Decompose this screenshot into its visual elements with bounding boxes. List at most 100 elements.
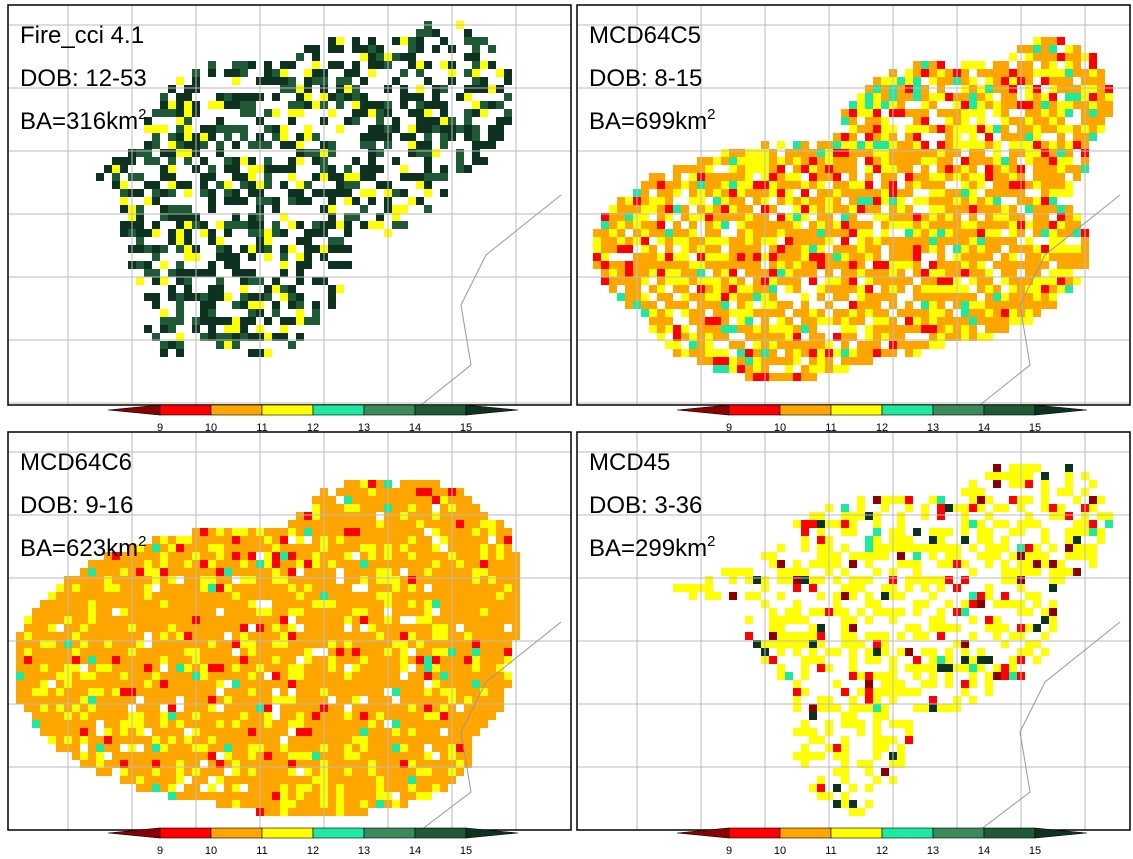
burned-pixel bbox=[777, 317, 785, 325]
burned-pixel bbox=[296, 592, 304, 600]
burned-pixel bbox=[504, 576, 512, 584]
burned-pixel bbox=[865, 245, 873, 253]
burned-pixel bbox=[336, 488, 344, 496]
burned-pixel bbox=[841, 221, 849, 229]
burned-pixel bbox=[713, 285, 721, 293]
burned-pixel bbox=[921, 141, 929, 149]
burned-pixel bbox=[929, 101, 937, 109]
burned-pixel bbox=[360, 165, 368, 173]
burned-pixel bbox=[641, 301, 649, 309]
burned-pixel bbox=[176, 544, 184, 552]
burned-pixel bbox=[657, 205, 665, 213]
burned-pixel bbox=[496, 101, 504, 109]
burned-pixel bbox=[833, 784, 841, 792]
burned-pixel bbox=[360, 520, 368, 528]
burned-pixel bbox=[913, 568, 921, 576]
burned-pixel bbox=[1009, 309, 1017, 317]
burned-pixel bbox=[769, 253, 777, 261]
burned-pixel bbox=[248, 648, 256, 656]
burned-pixel bbox=[833, 141, 841, 149]
burned-pixel bbox=[873, 656, 881, 664]
burned-pixel bbox=[1025, 221, 1033, 229]
burned-pixel bbox=[368, 480, 376, 488]
burned-pixel bbox=[737, 165, 745, 173]
burned-pixel bbox=[336, 245, 344, 253]
burned-pixel bbox=[849, 181, 857, 189]
burned-pixel bbox=[240, 245, 248, 253]
burned-pixel bbox=[921, 173, 929, 181]
burned-pixel bbox=[785, 341, 793, 349]
burned-pixel bbox=[104, 616, 112, 624]
burned-pixel bbox=[328, 237, 336, 245]
burned-pixel bbox=[240, 568, 248, 576]
burned-pixel bbox=[641, 309, 649, 317]
burned-pixel bbox=[368, 800, 376, 808]
burned-pixel bbox=[312, 792, 320, 800]
burned-pixel bbox=[336, 680, 344, 688]
burned-pixel bbox=[480, 672, 488, 680]
burned-pixel bbox=[969, 293, 977, 301]
burned-pixel bbox=[120, 776, 128, 784]
burned-pixel bbox=[144, 125, 152, 133]
burned-pixel bbox=[136, 736, 144, 744]
burned-pixel bbox=[440, 133, 448, 141]
burned-pixel bbox=[1089, 93, 1097, 101]
burned-pixel bbox=[376, 600, 384, 608]
burned-pixel bbox=[729, 285, 737, 293]
burned-pixel bbox=[865, 293, 873, 301]
burned-pixel bbox=[80, 584, 88, 592]
burned-pixel bbox=[248, 744, 256, 752]
burned-pixel bbox=[352, 768, 360, 776]
burned-pixel bbox=[913, 245, 921, 253]
burned-pixel bbox=[280, 181, 288, 189]
burned-pixel bbox=[328, 245, 336, 253]
burned-pixel bbox=[464, 125, 472, 133]
burned-pixel bbox=[1041, 528, 1049, 536]
burned-pixel bbox=[280, 648, 288, 656]
burned-pixel bbox=[144, 261, 152, 269]
burned-pixel bbox=[480, 608, 488, 616]
burned-pixel bbox=[360, 544, 368, 552]
burned-pixel bbox=[344, 592, 352, 600]
burned-pixel bbox=[993, 149, 1001, 157]
burned-pixel bbox=[72, 704, 80, 712]
burned-pixel bbox=[352, 784, 360, 792]
burned-pixel bbox=[881, 101, 889, 109]
burned-pixel bbox=[240, 664, 248, 672]
burned-pixel bbox=[945, 205, 953, 213]
burned-pixel bbox=[456, 672, 464, 680]
burned-pixel bbox=[881, 181, 889, 189]
burned-pixel bbox=[280, 229, 288, 237]
burned-pixel bbox=[224, 600, 232, 608]
burned-pixel bbox=[168, 608, 176, 616]
burned-pixel bbox=[969, 480, 977, 488]
burned-pixel bbox=[144, 600, 152, 608]
burned-pixel bbox=[1049, 600, 1057, 608]
burned-pixel bbox=[400, 680, 408, 688]
burned-pixel bbox=[264, 776, 272, 784]
burned-pixel bbox=[937, 528, 945, 536]
burned-pixel bbox=[977, 197, 985, 205]
burned-pixel bbox=[985, 536, 993, 544]
burned-pixel bbox=[1041, 504, 1049, 512]
burned-pixel bbox=[176, 141, 184, 149]
burned-pixel bbox=[280, 720, 288, 728]
burned-pixel bbox=[865, 648, 873, 656]
burned-pixel bbox=[480, 512, 488, 520]
burned-pixel bbox=[40, 696, 48, 704]
burned-pixel bbox=[392, 157, 400, 165]
burned-pixel bbox=[280, 552, 288, 560]
burned-pixel bbox=[352, 181, 360, 189]
burned-pixel bbox=[296, 237, 304, 245]
burned-pixel bbox=[280, 141, 288, 149]
burned-pixel bbox=[496, 536, 504, 544]
burned-pixel bbox=[777, 592, 785, 600]
burned-pixel bbox=[240, 544, 248, 552]
burned-pixel bbox=[865, 349, 873, 357]
burned-pixel bbox=[440, 512, 448, 520]
burned-pixel bbox=[1025, 245, 1033, 253]
burned-pixel bbox=[1057, 157, 1065, 165]
burned-pixel bbox=[176, 277, 184, 285]
burned-pixel bbox=[432, 560, 440, 568]
burned-pixel bbox=[160, 568, 168, 576]
